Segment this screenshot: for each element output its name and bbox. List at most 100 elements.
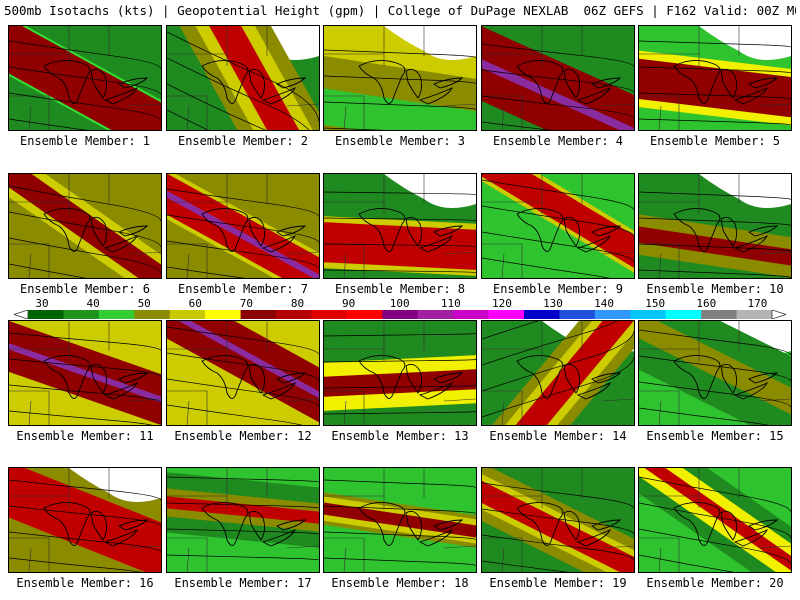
height-contour	[482, 321, 618, 366]
ensemble-map-panel	[323, 467, 477, 573]
height-contour	[9, 40, 161, 69]
boundary-lines	[324, 321, 476, 425]
height-contour	[167, 528, 319, 535]
ensemble-map-panel	[166, 25, 320, 131]
calm-region	[699, 174, 791, 208]
ensemble-member-label: Ensemble Member: 11	[16, 429, 154, 443]
header-title: 500mb Isotachs (kts) | Geopotential Heig…	[4, 3, 569, 18]
great-lakes-outline	[358, 355, 464, 400]
boundary-lines	[639, 321, 791, 425]
ensemble-map-panel	[8, 320, 162, 426]
height-contour	[639, 329, 791, 356]
colorbar-tick-label: 80	[290, 297, 305, 310]
isotach-map	[639, 174, 791, 278]
calm-region	[699, 26, 791, 60]
colorbar-swatch	[240, 310, 277, 319]
height-contour	[324, 557, 476, 566]
height-contour	[324, 479, 476, 488]
colorbar-tick-label: 70	[239, 297, 254, 310]
colorbar-swatch	[417, 310, 454, 319]
ensemble-map-panel	[166, 320, 320, 426]
boundary-lines	[482, 174, 634, 278]
colorbar-tick-label: 110	[440, 297, 461, 310]
calm-region	[384, 174, 476, 208]
great-lakes-outline	[516, 60, 622, 105]
great-lakes-outline	[358, 502, 464, 547]
ensemble-map-panel	[481, 25, 635, 131]
height-contour	[9, 531, 161, 553]
height-contour	[324, 385, 476, 389]
great-lakes-outline	[673, 208, 779, 253]
height-contour	[482, 121, 552, 130]
map-header: 500mb Isotachs (kts) | Geopotential Heig…	[4, 2, 796, 20]
height-contour	[482, 508, 634, 535]
colorbar-swatch	[98, 310, 135, 319]
isotach-map	[639, 321, 791, 425]
boundary-lines	[639, 26, 791, 130]
height-contour	[639, 66, 791, 74]
ensemble-member-label: Ensemble Member: 13	[331, 429, 469, 443]
colorbar-tick-label: 140	[594, 297, 615, 310]
height-contour	[9, 332, 161, 351]
height-contour	[324, 359, 476, 363]
height-contour	[639, 191, 791, 200]
isotach-band	[639, 468, 791, 572]
calm-region	[384, 26, 476, 60]
colorbar-tick-labels: 30 40 50 60 70 80 90 100 110 120 130 140 150 160 170	[0, 298, 800, 311]
ensemble-member-label: Ensemble Member: 7	[177, 282, 309, 296]
height-contour	[9, 185, 161, 222]
isotach-map	[167, 321, 319, 425]
height-contour	[324, 505, 476, 514]
height-contour	[9, 263, 87, 278]
boundary-lines	[9, 174, 161, 278]
height-contour	[9, 211, 161, 248]
colorbar-swatch	[311, 310, 348, 319]
colorbar-swatch	[524, 310, 560, 319]
height-contour	[639, 355, 791, 382]
height-contour	[639, 92, 791, 100]
ensemble-member-label: Ensemble Member: 14	[489, 429, 627, 443]
height-contour	[9, 358, 161, 377]
isotach-map	[482, 174, 634, 278]
colorbar-tick-label: 50	[137, 297, 151, 310]
height-contour	[167, 31, 319, 123]
height-contour	[167, 404, 303, 425]
height-contour	[167, 266, 246, 278]
colorbar-swatch	[701, 310, 738, 319]
colorbar-tick-label: 40	[86, 297, 100, 310]
height-contour	[482, 534, 634, 561]
ensemble-map-panel	[166, 173, 320, 279]
height-contour	[9, 557, 142, 572]
isotach-map	[482, 468, 634, 572]
height-contour	[167, 502, 319, 509]
height-contour	[167, 378, 319, 407]
height-contour	[482, 205, 634, 237]
colorbar-swatch	[346, 310, 383, 319]
isotach-map	[324, 26, 476, 130]
height-contour	[482, 560, 569, 572]
height-contour	[324, 269, 476, 273]
height-contour	[167, 352, 319, 381]
isotach-band	[482, 26, 634, 130]
colorbar-swatch	[559, 310, 596, 319]
isotach-band	[515, 321, 634, 425]
isotach-band	[639, 226, 791, 266]
boundary-lines	[482, 321, 634, 425]
height-contour	[639, 118, 791, 126]
height-contour	[9, 118, 88, 130]
height-contour	[324, 411, 476, 415]
height-contour	[167, 57, 310, 130]
height-contour	[167, 83, 267, 130]
height-contour	[482, 257, 610, 278]
ensemble-map-panel	[638, 320, 792, 426]
boundary-lines	[167, 468, 319, 572]
height-contour	[324, 75, 476, 84]
boundary-lines	[324, 468, 476, 572]
height-contour	[482, 356, 634, 418]
ensemble-map-panel	[481, 320, 635, 426]
isotach-band	[482, 59, 634, 130]
ensemble-member-label: Ensemble Member: 9	[492, 282, 624, 296]
boundary-lines	[9, 321, 161, 425]
boundary-lines	[167, 174, 319, 278]
height-contour	[482, 330, 634, 392]
